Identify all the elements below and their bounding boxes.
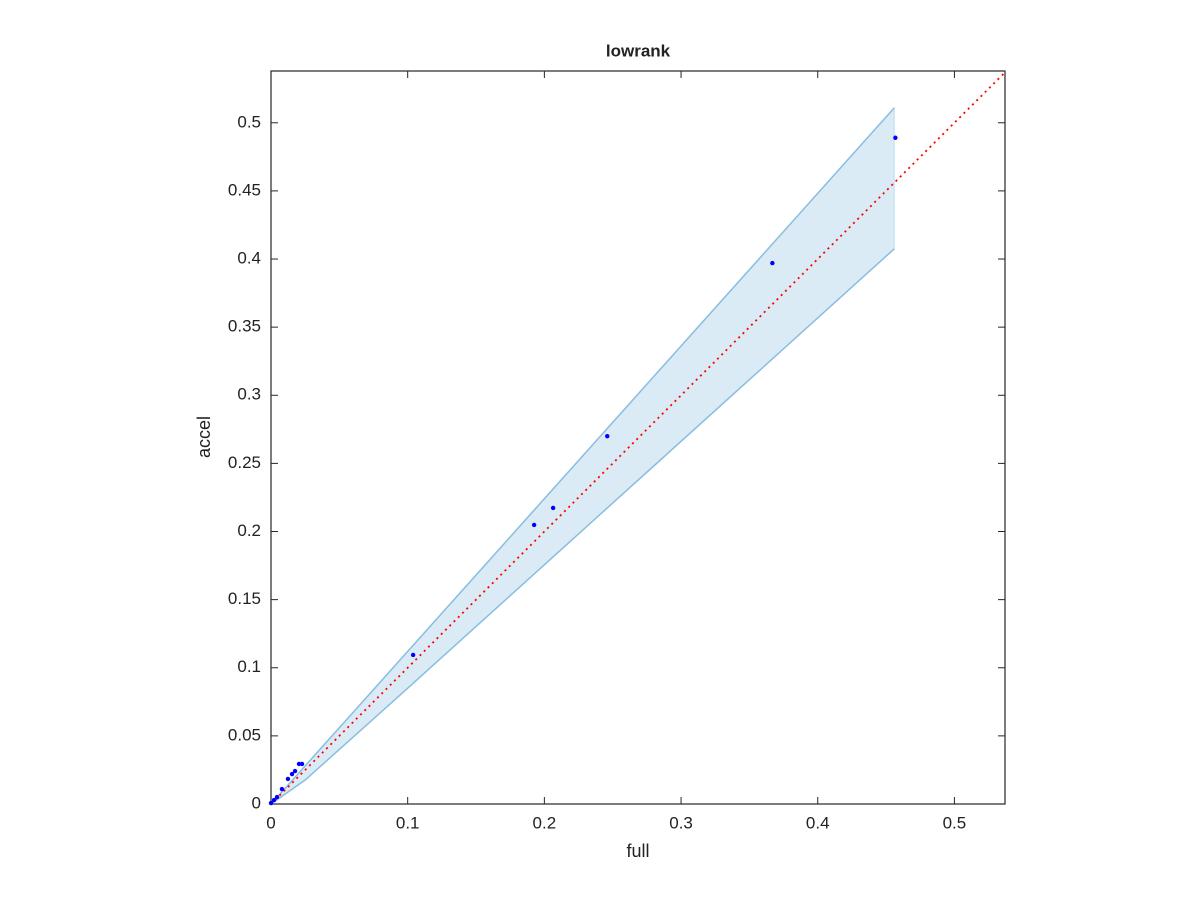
x-tick-label: 0: [266, 813, 275, 832]
band-lower: [270, 248, 895, 805]
point: [274, 794, 280, 800]
x-tick-label: 0.3: [669, 813, 693, 832]
y-tick-label: 0: [252, 793, 261, 812]
y-tick-label: 0.25: [228, 453, 261, 472]
point: [550, 505, 556, 511]
y-axis-label: accel: [194, 416, 214, 458]
y-tick-label: 0.2: [237, 521, 261, 540]
band-upper: [270, 107, 895, 805]
y-tick-label: 0.5: [237, 112, 261, 131]
point: [770, 260, 775, 266]
point: [296, 761, 302, 767]
point: [893, 135, 898, 140]
point: [268, 800, 274, 806]
chart-title: lowrank: [606, 41, 671, 60]
plot-frame: [270, 70, 1006, 805]
point: [289, 771, 295, 777]
point: [299, 761, 305, 767]
x-tick-label: 0.5: [943, 813, 967, 832]
y-tick-label: 0.15: [228, 589, 261, 608]
point: [292, 768, 298, 774]
point: [531, 522, 537, 528]
y-tick-label: 0.05: [228, 725, 261, 744]
y-tick-label: 0.4: [237, 249, 261, 268]
point: [271, 797, 277, 803]
point: [410, 652, 416, 658]
point: [285, 776, 291, 782]
y-tick-label: 0.1: [237, 657, 261, 676]
x-tick-label: 0.1: [396, 813, 420, 832]
point: [605, 433, 610, 439]
point: [279, 786, 285, 792]
y-tick-label: 0.35: [228, 317, 261, 336]
y-tick-label: 0.3: [237, 385, 261, 404]
x-tick-label: 0.2: [533, 813, 557, 832]
y-tick-label: 0.45: [228, 180, 261, 199]
x-tick-label: 0.4: [806, 813, 830, 832]
x-axis-label: full: [626, 841, 649, 861]
